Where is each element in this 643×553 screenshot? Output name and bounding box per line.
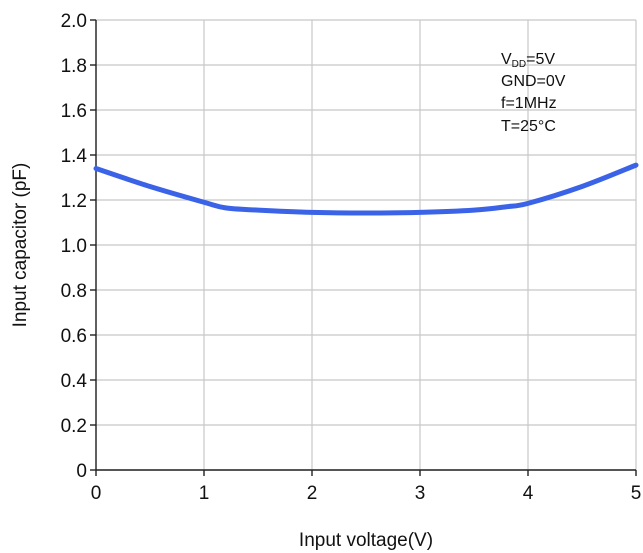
y-tick-label: 0.4 <box>61 371 88 392</box>
conditions-annotation: VDD=5V GND=0V f=1MHz T=25°C <box>501 51 566 135</box>
x-tick-label: 1 <box>199 483 210 504</box>
x-tick-label: 2 <box>307 483 318 504</box>
y-tick-label: 1.4 <box>61 146 88 167</box>
series-line <box>93 162 639 216</box>
x-axis-label: Input voltage(V) <box>299 530 433 551</box>
annotation-vdd: VDD=5V <box>501 51 555 70</box>
y-tick-label: 2.0 <box>61 11 87 32</box>
annotation-gnd: GND=0V <box>501 73 566 90</box>
y-tick-labels: 0 0.2 0.4 0.6 0.8 1.0 1.2 1.4 1.6 1.8 2.0 <box>61 11 96 482</box>
x-tick-label: 4 <box>523 483 534 504</box>
y-axis-label: Input capacitor (pF) <box>10 163 31 328</box>
annotation-vdd-rest: =5V <box>526 51 555 68</box>
series-group <box>93 162 639 216</box>
y-tick-label: 1.2 <box>61 191 87 212</box>
y-tick-label: 0.8 <box>61 281 87 302</box>
y-tick-label: 1.0 <box>61 236 87 257</box>
x-tick-label: 5 <box>631 483 642 504</box>
annotation-vdd-sub: DD <box>512 59 526 70</box>
y-tick-label: 0.2 <box>61 416 87 437</box>
x-tick-label: 3 <box>415 483 426 504</box>
y-tick-label: 0.6 <box>61 326 87 347</box>
y-tick-label: 0 <box>76 461 87 482</box>
x-tick-labels: 0 1 2 3 4 5 <box>91 470 642 504</box>
x-tick-label: 0 <box>91 483 102 504</box>
annotation-frequency: f=1MHz <box>501 95 557 112</box>
y-tick-label: 1.6 <box>61 101 87 122</box>
annotation-temperature: T=25°C <box>501 118 556 135</box>
y-tick-label: 1.8 <box>61 56 87 77</box>
annotation-vdd-main: V <box>501 51 512 68</box>
